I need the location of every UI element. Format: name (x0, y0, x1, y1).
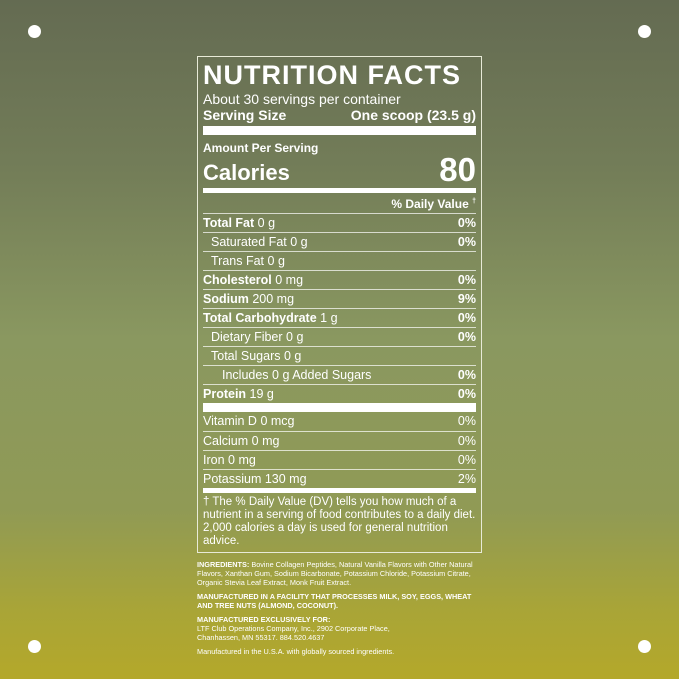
nutrient-row: Vitamin D 0 mcg 0% (203, 412, 476, 431)
nutrient-dv: 2% (457, 472, 476, 486)
nutrient-name: Vitamin D (203, 414, 257, 428)
serving-size-value: One scoop (23.5 g) (350, 107, 476, 123)
nutrient-row: Calcium 0 mg 0% (203, 431, 476, 450)
nutrient-row: Potassium 130 mg 2% (203, 469, 476, 488)
nutrient-dv: 9% (457, 292, 476, 306)
mounting-hole (28, 25, 41, 38)
nutrient-row: Saturated Fat 0 g 0% (203, 232, 476, 251)
nutrient-dv: 0% (457, 311, 476, 325)
nutrient-amount: 0 g (286, 330, 304, 344)
nutrient-row: Total Fat 0 g 0% (203, 213, 476, 232)
manufacturer-line2: Chanhassen, MN 55317. 884.520.4637 (197, 633, 325, 642)
servings-per-container: About 30 servings per container (203, 91, 401, 107)
nutrient-row: Includes 0 g Added Sugars 0% (203, 365, 476, 384)
origin-statement: Manufactured in the U.S.A. with globally… (197, 647, 395, 656)
nutrient-name: Cholesterol (203, 273, 272, 287)
serving-size-label: Serving Size (203, 107, 287, 123)
nutrient-dv: 0% (457, 216, 476, 230)
nutrient-amount: 0 mcg (260, 414, 295, 428)
nutrient-amount: 0 g (267, 254, 285, 268)
divider-thick (203, 126, 476, 135)
nutrient-dv: 0% (457, 453, 476, 467)
nutrient-name: Saturated Fat (211, 235, 287, 249)
nutrient-amount: 0 mg (251, 434, 280, 448)
divider-medium (203, 188, 476, 193)
nutrient-dv: 0% (457, 330, 476, 344)
nutrient-amount: 1 g (320, 311, 338, 325)
nutrient-dv: 0% (457, 434, 476, 448)
nutrient-row: Total Carbohydrate 1 g 0% (203, 308, 476, 327)
ingredients-label: INGREDIENTS: (197, 560, 250, 569)
nutrient-dv: 0% (457, 414, 476, 428)
dv-mark: † (472, 198, 476, 205)
calories-label: Calories (203, 160, 290, 185)
nutrient-name: Sodium (203, 292, 249, 306)
nutrient-name: Total Fat (203, 216, 255, 230)
nutrient-row: Dietary Fiber 0 g 0% (203, 327, 476, 346)
nutrient-row: Protein 19 g 0% (203, 384, 476, 403)
manufacturer-label: MANUFACTURED EXCLUSIVELY FOR: (197, 615, 331, 624)
nutrient-amount: 0 g (290, 235, 308, 249)
nutrient-row: Cholesterol 0 mg 0% (203, 270, 476, 289)
nutrient-amount: 130 mg (264, 472, 307, 486)
mounting-hole (638, 25, 651, 38)
nutrient-name: Calcium (203, 434, 249, 448)
nutrient-name: Iron (203, 453, 225, 467)
nutrient-name: Total Carbohydrate (203, 311, 317, 325)
amount-per-serving: Amount Per Serving (203, 141, 319, 155)
mounting-hole (28, 640, 41, 653)
mounting-hole (638, 640, 651, 653)
nutrient-amount: 200 mg (252, 292, 295, 306)
allergen-statement: MANUFACTURED IN A FACILITY THAT PROCESSE… (197, 592, 472, 610)
divider-medium (203, 488, 476, 493)
manufacturer-line1: LTF Club Operations Company, Inc., 2902 … (197, 624, 390, 633)
ingredients-text: Bovine Collagen Peptides, Natural Vanill… (197, 560, 473, 587)
nutrient-row: Trans Fat 0 g (203, 251, 476, 270)
nutrient-name: Protein (203, 387, 247, 401)
nutrient-amount: 0 mg (228, 453, 256, 467)
nutrient-row: Iron 0 mg 0% (203, 450, 476, 469)
label-title: NUTRITION FACTS (203, 60, 461, 90)
nutrient-amount: 0 g (283, 349, 302, 363)
nutrient-row: Total Sugars 0 g (203, 346, 476, 365)
nutrient-dv: 0% (457, 235, 476, 249)
dv-header: % Daily Value (391, 197, 469, 211)
footnote: † The % Daily Value (DV) tells you how m… (203, 496, 476, 547)
nutrition-facts-label: NUTRITION FACTS About 30 servings per co… (197, 56, 482, 553)
divider-thick (203, 403, 476, 412)
nutrient-name: Includes (222, 368, 269, 382)
calories-value: 80 (439, 151, 476, 188)
nutrient-name: Potassium (203, 472, 262, 486)
nutrient-name: Dietary Fiber (211, 330, 283, 344)
nutrient-dv: 0% (457, 273, 476, 287)
nutrient-amount: 0 g Added Sugars (272, 368, 372, 382)
nutrient-row: Sodium 200 mg 9% (203, 289, 476, 308)
nutrient-name: Trans Fat (211, 254, 265, 268)
nutrient-amount: 0 g (257, 216, 276, 230)
nutrient-dv: 0% (457, 387, 476, 401)
nutrient-amount: 0 mg (275, 273, 304, 287)
nutrient-dv: 0% (457, 368, 476, 382)
nutrient-name: Total Sugars (211, 349, 281, 363)
nutrient-amount: 19 g (249, 387, 274, 401)
